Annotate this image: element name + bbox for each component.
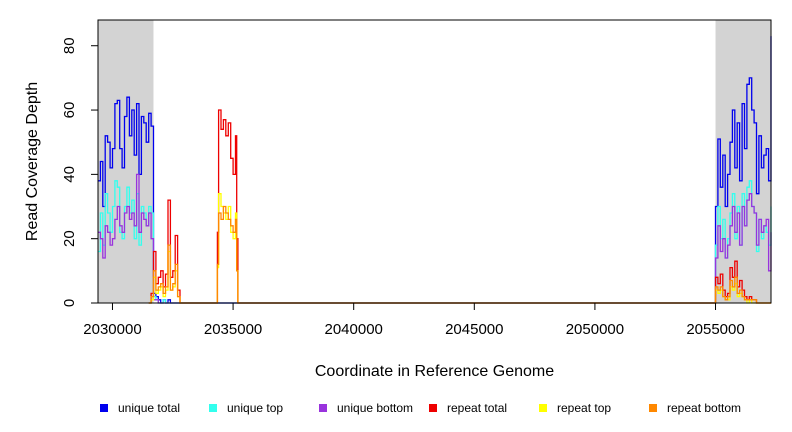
series-line-repeat-top xyxy=(148,193,771,304)
legend-swatch xyxy=(100,404,108,412)
legend-item-repeat-total: repeat total xyxy=(429,401,507,415)
legend-item-unique-total: unique total xyxy=(100,401,180,415)
legend-item-unique-top: unique top xyxy=(209,401,283,415)
x-tick-label: 2045000 xyxy=(445,321,503,338)
legend-swatch xyxy=(429,404,437,412)
legend-label: repeat bottom xyxy=(667,401,741,415)
series-line-repeat-bottom xyxy=(148,205,771,304)
legend: unique total unique top unique bottom repea… xyxy=(100,401,741,415)
shaded-region-0 xyxy=(98,20,154,303)
x-axis-title: Coordinate in Reference Genome xyxy=(315,363,554,380)
x-tick-label: 2035000 xyxy=(204,321,262,338)
x-tick-label: 2055000 xyxy=(686,321,744,338)
legend-item-repeat-bottom: repeat bottom xyxy=(649,401,741,415)
shaded-regions xyxy=(98,20,771,303)
y-tick-label: 40 xyxy=(61,166,78,183)
series-line-unique-total xyxy=(98,36,772,304)
legend-swatch xyxy=(539,404,547,412)
x-tick-label: 2040000 xyxy=(324,321,382,338)
y-axis-title: Read Coverage Depth xyxy=(24,82,41,241)
legend-swatch xyxy=(209,404,217,412)
plot-frame xyxy=(97,19,772,304)
legend-swatch xyxy=(319,404,327,412)
legend-label: unique bottom xyxy=(337,401,413,415)
legend-label: repeat top xyxy=(557,401,611,415)
legend-item-repeat-top: repeat top xyxy=(539,401,611,415)
legend-label: repeat total xyxy=(447,401,507,415)
x-tick-label: 2050000 xyxy=(566,321,624,338)
shaded-region-1 xyxy=(715,20,771,303)
series-line-unique-top xyxy=(98,180,772,304)
y-tick-label: 20 xyxy=(61,230,78,247)
legend-label: unique top xyxy=(227,401,283,415)
y-axis: 0 20 40 60 80 xyxy=(61,37,98,307)
y-tick-label: 0 xyxy=(61,299,78,307)
legend-item-unique-bottom: unique bottom xyxy=(319,401,413,415)
y-tick-label: 80 xyxy=(61,37,78,54)
series-lines xyxy=(98,36,772,304)
y-tick-label: 60 xyxy=(61,102,78,119)
x-tick-label: 2030000 xyxy=(83,321,141,338)
x-axis: 2030000 2035000 2040000 2045000 2050000 20550… xyxy=(83,303,745,338)
legend-label: unique total xyxy=(118,401,180,415)
legend-swatch xyxy=(649,404,657,412)
series-line-unique-bottom xyxy=(98,173,772,304)
series-line-repeat-total xyxy=(148,109,771,304)
